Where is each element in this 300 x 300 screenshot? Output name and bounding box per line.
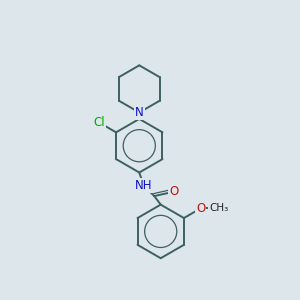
Text: O: O	[196, 202, 205, 215]
Text: NH: NH	[135, 179, 152, 192]
Text: N: N	[135, 106, 144, 119]
Text: O: O	[169, 185, 178, 198]
Text: CH₃: CH₃	[209, 203, 229, 213]
Text: Cl: Cl	[94, 116, 105, 129]
